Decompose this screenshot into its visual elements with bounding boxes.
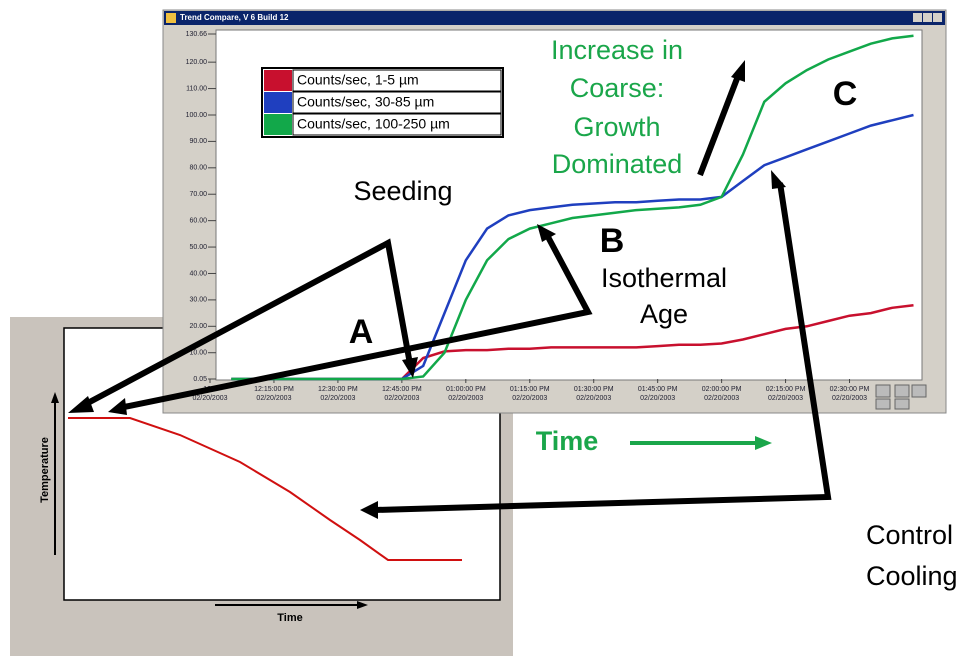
tool-button[interactable] [911, 384, 927, 398]
x-tick-label: 02/20/2003 [448, 395, 483, 402]
y-tick-label: 110.00 [186, 85, 207, 92]
window-title: Trend Compare, V 6 Build 12 [180, 13, 289, 22]
maximize-button[interactable] [923, 13, 932, 22]
annotation: C [833, 75, 858, 113]
y-tick-label: 0.05 [193, 376, 207, 383]
annotation: Dominated [552, 149, 683, 179]
annotation: Increase in [551, 35, 683, 65]
temperature-curve [68, 417, 462, 561]
inset-y-arrowhead [51, 392, 59, 403]
x-tick-label: 02/20/2003 [832, 395, 867, 402]
growth-arrow [697, 74, 741, 177]
x-tick-label: 02:00:00 PM [702, 386, 742, 393]
arrowhead [108, 398, 127, 415]
x-tick-label: 01:45:00 PM [638, 386, 678, 393]
minimize-button[interactable] [913, 13, 922, 22]
x-tick-label: 02/20/2003 [512, 395, 547, 402]
toolbar [875, 384, 927, 410]
annotation: Age [640, 299, 688, 329]
arrowhead [360, 501, 378, 519]
y-tick-label: 100.00 [186, 112, 208, 119]
annotation: Cooling [866, 561, 958, 591]
legend-label: Counts/sec, 100-250 µm [297, 116, 450, 132]
y-tick-label: 40.00 [189, 270, 207, 277]
x-tick-label: 02/20/2003 [320, 395, 355, 402]
cooling-arrow [374, 182, 832, 513]
x-tick-label: 02/20/2003 [576, 395, 611, 402]
legend-swatch [264, 92, 292, 113]
y-tick-label: 90.00 [189, 138, 207, 145]
legend-label: Counts/sec, 30-85 µm [297, 94, 434, 110]
y-tick-label: 120.00 [186, 59, 208, 66]
x-tick-label: 01:30:00 PM [574, 386, 614, 393]
annotation: Isothermal [601, 263, 727, 293]
app-icon [166, 13, 176, 23]
arrowhead [68, 396, 94, 413]
arrows [82, 74, 832, 513]
legend-box [261, 67, 504, 138]
tool-button[interactable] [894, 384, 910, 398]
x-tick-label: 02:15:00 PM [766, 386, 806, 393]
x-tick-label: 02/20/2003 [704, 395, 739, 402]
inset-y-label: Temperature [39, 437, 51, 503]
y-tick-label: 20.00 [189, 323, 207, 330]
tool-button[interactable] [894, 398, 910, 410]
y-tick-label: 80.00 [189, 165, 207, 172]
close-button[interactable] [933, 13, 942, 22]
tool-button[interactable] [875, 384, 891, 398]
y-tick-label: 70.00 [189, 191, 207, 198]
x-tick-label: 02/20/2003 [768, 395, 803, 402]
x-tick-label: 01:15:00 PM [510, 386, 550, 393]
legend-swatch [264, 114, 292, 135]
legend: Counts/sec, 1-5 µm Counts/sec, 30-85 µm Co… [261, 67, 504, 138]
y-tick-label: 130.66 [186, 31, 208, 38]
plot: 0.05 10.00 20.00 30.00 40.00 50.00 60.00 70.00 8… [186, 31, 914, 402]
legend-row [292, 91, 502, 114]
x-tick-label: 02/20/2003 [256, 395, 291, 402]
isothermal-arrow [123, 233, 593, 410]
x-tick-label: 12:15:00 PM [254, 386, 294, 393]
y-tick-label: 30.00 [189, 297, 207, 304]
legend-swatch [264, 70, 292, 91]
annotation: Control [866, 520, 953, 550]
annotation: Coarse: [570, 73, 665, 103]
legend-row [292, 113, 502, 136]
arrowhead [731, 60, 745, 82]
axis-annotation: Time [536, 426, 599, 456]
legend-row [292, 69, 502, 92]
x-tick-label: 02/20/2003 [384, 395, 419, 402]
tool-button[interactable] [875, 398, 891, 410]
series-line [231, 34, 914, 381]
annotation: B [600, 222, 625, 260]
y-tick-label: 50.00 [189, 244, 207, 251]
seeding-arrow [82, 238, 413, 408]
y-tick-label: 60.00 [189, 217, 207, 224]
y-tick-label: 10.00 [189, 350, 207, 357]
title-bar [164, 11, 945, 25]
inset-x-label: Time [277, 612, 302, 624]
arrowheads [68, 60, 786, 519]
inset-x-arrowhead [357, 601, 368, 609]
x-tick-label: 02:30:00 PM [830, 386, 870, 393]
arrowhead [402, 357, 418, 378]
arrowhead [771, 170, 786, 189]
arrowhead [537, 224, 556, 242]
legend-label: Counts/sec, 1-5 µm [297, 72, 419, 88]
annotation: Growth [573, 112, 660, 142]
time-arrowhead [755, 436, 772, 450]
x-tick-label: 02/20/2003 [192, 395, 227, 402]
annotation: Seeding [353, 176, 452, 206]
x-tick-label: 01:00:00 PM [446, 386, 486, 393]
x-tick-label: 12:30:00 PM [318, 386, 358, 393]
x-tick-label: 12:45:00 PM [382, 386, 422, 393]
x-tick-label: 02/20/2003 [640, 395, 675, 402]
annotation: A [349, 313, 374, 351]
